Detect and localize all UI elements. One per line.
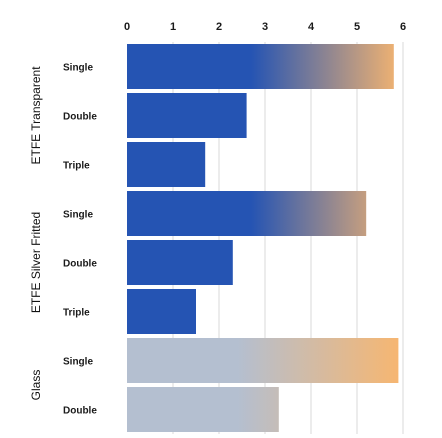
bars: [127, 44, 399, 432]
x-tick-label: 1: [170, 21, 176, 33]
bar-etfe-transparent-single: [127, 44, 394, 89]
group-label: ETFE Silver Fritted: [29, 212, 43, 313]
x-tick-label: 4: [308, 21, 315, 33]
category-label: Triple: [63, 161, 90, 172]
category-label: Double: [63, 259, 97, 270]
group-label: ETFE Transparent: [29, 66, 43, 165]
x-tick-label: 3: [262, 21, 268, 33]
bar-etfe-transparent-double: [127, 93, 247, 138]
x-axis-ticks: 0 1 2 3 4 5 6: [124, 21, 406, 33]
bar-glass-double: [127, 387, 279, 432]
category-label: Double: [63, 406, 97, 417]
category-labels: Single Double Triple Single Double Triple Sing…: [63, 63, 97, 417]
group-labels: ETFE Transparent ETFE Silver Fritted Glass: [29, 66, 43, 401]
bar-etfe-transparent-triple: [127, 142, 206, 187]
x-tick-label: 5: [354, 21, 360, 33]
category-label: Single: [63, 63, 93, 74]
category-label: Triple: [63, 308, 90, 319]
x-tick-label: 2: [216, 21, 222, 33]
category-label: Single: [63, 210, 93, 221]
bar-etfe-silver-fritted-single: [127, 191, 367, 236]
bar-etfe-silver-fritted-triple: [127, 289, 196, 334]
bar-glass-single: [127, 338, 399, 383]
x-tick-label: 0: [124, 21, 130, 33]
bar-etfe-silver-fritted-double: [127, 240, 233, 285]
category-label: Single: [63, 357, 93, 368]
x-tick-label: 6: [400, 21, 406, 33]
group-label: Glass: [29, 370, 43, 401]
category-label: Double: [63, 112, 97, 123]
